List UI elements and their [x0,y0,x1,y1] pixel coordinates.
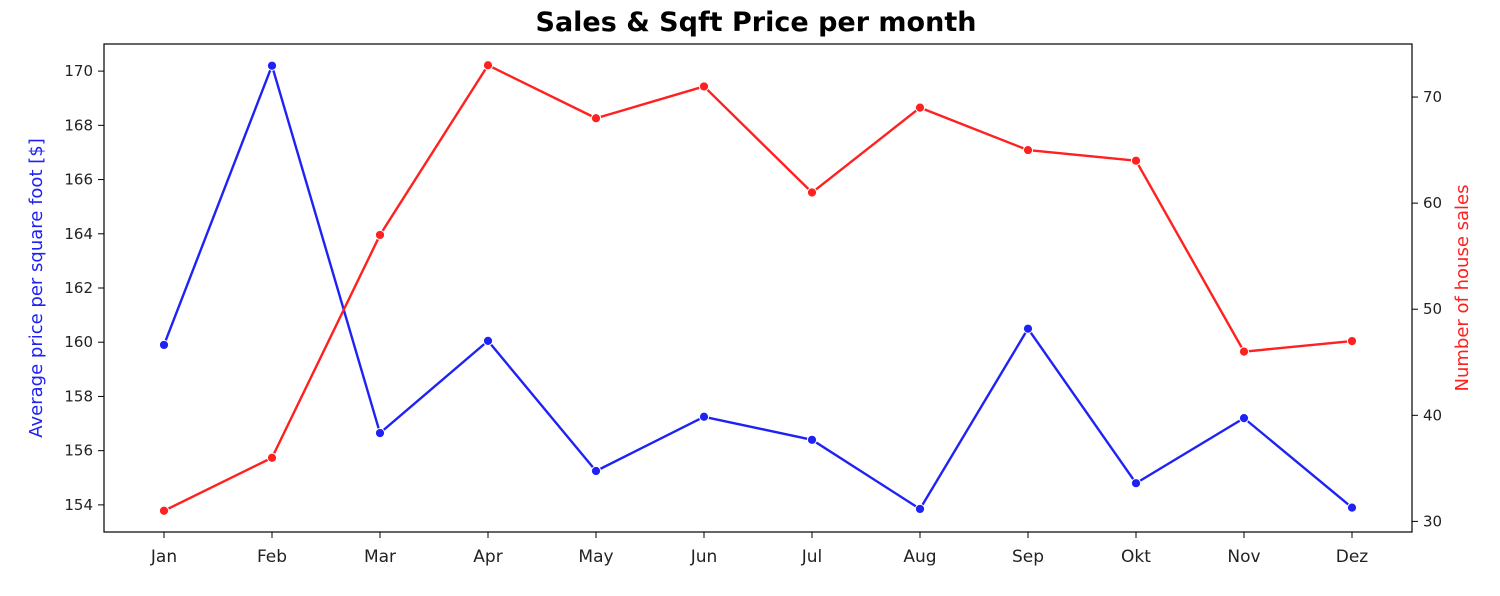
sales-count-point [806,187,818,198]
right-axis-label: Number of house sales [1452,185,1473,392]
right-y-tick-label: 70 [1423,88,1442,106]
sales-count-point [914,102,926,113]
sales-count-point [590,113,602,124]
x-tick-label: May [578,547,613,567]
sqft-price-point [1346,502,1358,513]
sales-count-point [1022,144,1034,156]
sqft-price-point [1238,413,1250,424]
left-y-tick-label: 168 [64,116,93,134]
sqft-price-point [806,434,818,445]
sales-count-point [158,505,170,516]
left-y-tick-label: 160 [64,333,93,351]
right-y-tick-label: 30 [1423,512,1442,530]
sqft-price-point [482,335,494,346]
x-tick-label: Jun [690,547,718,567]
sqft-price-point [1130,478,1142,489]
right-y-tick-label: 40 [1423,406,1442,424]
left-y-tick-label: 170 [64,62,93,80]
left-y-tick-label: 162 [64,279,93,297]
series-layer [158,60,1358,516]
x-tick-label: Apr [473,547,502,567]
left-y-tick-label: 156 [64,442,93,460]
sqft-price-point [590,465,602,477]
left-y-tick-label: 158 [64,387,93,405]
sales-count-point [1130,155,1142,166]
x-tick-label: Aug [903,547,936,567]
axes-layer: Jan Feb Mar Apr May Jun Jul Aug Sep Okt Nov Dez 154 1… [64,43,1442,567]
plot-frame [103,43,1413,533]
sales-count-point [482,60,494,71]
sqft-price-point [266,60,278,71]
x-tick-label: Nov [1227,547,1260,567]
x-tick-label: Mar [364,547,396,567]
sales-count-point [1346,335,1358,347]
x-tick-label: Jan [150,547,177,567]
right-y-tick-label: 60 [1423,194,1442,212]
sales-count-series-line [163,64,1353,512]
sales-count-point [374,229,386,241]
sales-count-point [266,452,278,463]
sqft-price-point [1022,323,1034,334]
x-tick-label: Dez [1336,547,1369,567]
sqft-price-point [914,503,926,515]
sales-count-point [1238,346,1250,357]
x-tick-label: Sep [1012,547,1044,567]
x-tick-label: Okt [1121,547,1151,567]
left-axis-label: Average price per square foot [$] [26,138,47,437]
sqft-price-point [158,339,170,351]
sales-count-point [698,81,710,92]
sqft-price-series-line [162,64,1353,511]
left-y-tick-label: 164 [64,225,93,243]
left-y-tick-label: 154 [64,496,93,514]
chart-title: Sales & Sqft Price per month [536,7,977,38]
sqft-price-point [698,411,710,422]
x-tick-label: Feb [257,547,287,567]
right-y-tick-label: 50 [1423,300,1442,318]
left-y-tick-label: 166 [64,171,93,189]
sqft-price-point [374,427,386,439]
x-tick-label: Jul [801,547,823,567]
